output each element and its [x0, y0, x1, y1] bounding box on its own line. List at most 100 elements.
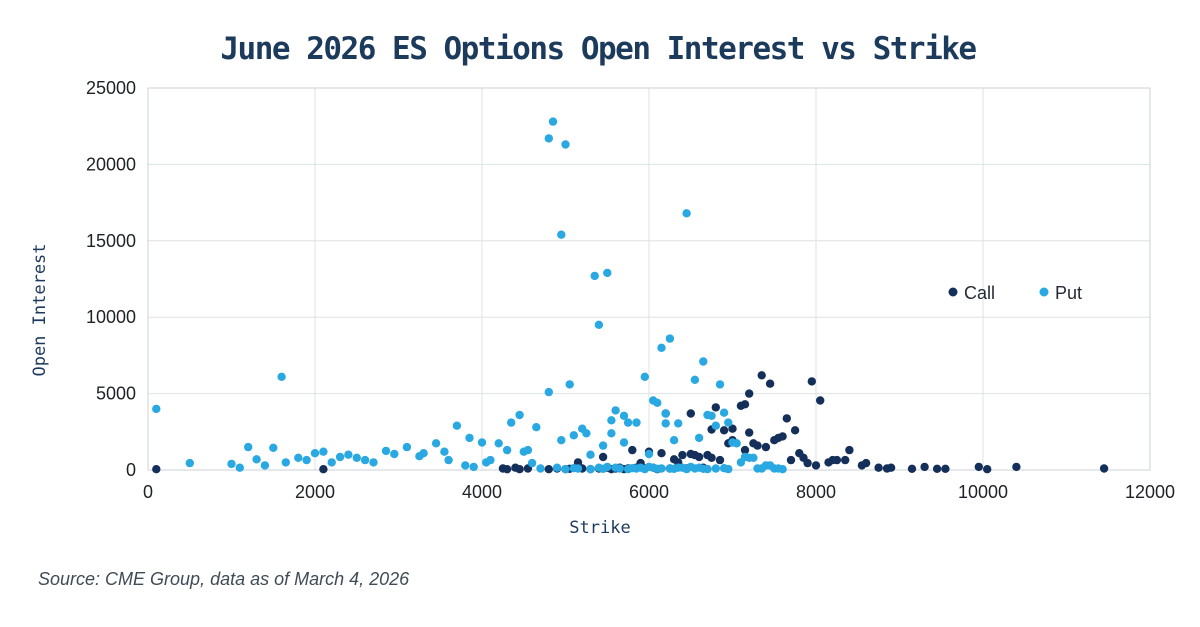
scatter-point-put — [669, 436, 679, 445]
scatter-point-put — [749, 453, 758, 462]
scatter-point-call — [757, 371, 766, 380]
scatter-point-put — [603, 462, 612, 472]
scatter-point-put — [486, 455, 495, 465]
scatter-point-put — [252, 455, 261, 464]
scatter-point-put — [623, 418, 633, 427]
scatter-point-put — [515, 410, 524, 420]
scatter-point-call — [845, 445, 854, 455]
scatter-point-put — [690, 375, 700, 384]
scatter-point-put — [185, 458, 194, 468]
scatter-point-call — [778, 432, 787, 441]
x-tick-label: 10000 — [958, 482, 1008, 502]
scatter-point-put — [657, 464, 666, 473]
scatter-point-call — [790, 426, 800, 435]
y-tick-label: 10000 — [86, 307, 136, 327]
scatter-point-put — [582, 429, 591, 438]
scatter-point-put — [699, 357, 708, 366]
x-axis-tick-labels: 0 2000 4000 6000 8000 10000 12000 — [143, 482, 1175, 502]
scatter-point-call — [598, 452, 608, 462]
scatter-point-call — [807, 377, 816, 386]
scatter-point-put — [569, 431, 578, 440]
scatter-point-call — [753, 441, 762, 450]
scatter-point-call — [319, 465, 328, 474]
y-tick-label: 5000 — [96, 384, 136, 404]
legend-call-label: Call — [964, 283, 995, 303]
x-tick-label: 4000 — [462, 482, 502, 502]
scatter-point-call — [841, 455, 850, 465]
scatter-point-call — [544, 465, 553, 474]
legend-put-label: Put — [1055, 283, 1082, 303]
scatter-point-call — [811, 461, 821, 470]
scatter-point-call — [874, 463, 883, 472]
x-tick-label: 8000 — [796, 482, 836, 502]
scatter-point-call — [1099, 464, 1109, 473]
scatter-point-call — [932, 464, 942, 473]
scatter-point-put — [611, 406, 620, 415]
scatter-point-call — [152, 465, 161, 474]
scatter-point-put — [607, 416, 616, 425]
scatter-point-put — [674, 419, 683, 428]
y-axis-tick-labels: 0 5000 10000 15000 20000 25000 — [86, 78, 136, 480]
scatter-point-call — [745, 389, 754, 398]
scatter-point-put — [494, 439, 503, 448]
scatter-point-put — [523, 445, 533, 455]
scatter-point-put — [661, 419, 670, 428]
scatter-point-call — [886, 463, 896, 472]
x-tick-label: 12000 — [1125, 482, 1175, 502]
scatter-point-put — [152, 404, 161, 414]
scatter-point-put — [532, 423, 541, 432]
scatter-point-call — [686, 409, 695, 418]
scatter-point-put — [319, 447, 328, 456]
scatter-point-put — [615, 464, 624, 473]
gridlines — [147, 87, 1151, 471]
scatter-point-put — [507, 418, 516, 427]
scatter-point-call — [941, 464, 950, 473]
x-tick-label: 0 — [143, 482, 153, 502]
scatter-point-call — [515, 465, 524, 474]
scatter-point-put — [711, 421, 720, 430]
x-axis-title: Strike — [569, 518, 630, 538]
scatter-point-put — [227, 459, 236, 469]
scatter-point-put — [335, 452, 345, 462]
scatter-point-put — [586, 450, 595, 459]
scatter-points — [152, 117, 1109, 474]
scatter-point-put — [619, 411, 629, 420]
scatter-point-put — [544, 387, 553, 397]
scatter-point-put — [619, 438, 629, 447]
scatter-point-call — [678, 450, 687, 460]
y-tick-label: 20000 — [86, 154, 136, 174]
scatter-point-call — [628, 445, 637, 455]
scatter-point-call — [740, 400, 750, 409]
scatter-point-put — [573, 464, 583, 473]
scatter-point-put — [732, 439, 741, 448]
scatter-point-put — [682, 209, 691, 218]
scatter-point-call — [761, 442, 771, 452]
scatter-point-put — [565, 380, 574, 389]
y-tick-label: 0 — [126, 460, 136, 480]
scatter-point-put — [277, 372, 286, 381]
scatter-point-call — [974, 462, 983, 472]
scatter-point-put — [657, 343, 666, 352]
y-tick-label: 25000 — [86, 78, 136, 98]
scatter-point-put — [402, 442, 412, 452]
scatter-point-put — [444, 455, 453, 465]
scatter-point-put — [502, 445, 512, 455]
y-tick-label: 15000 — [86, 231, 136, 251]
scatter-point-put — [598, 441, 608, 450]
scatter-point-put — [724, 464, 733, 474]
scatter-point-call — [1012, 462, 1021, 472]
scatter-point-put — [344, 450, 353, 459]
scatter-point-put — [561, 464, 570, 474]
scatter-point-put — [477, 438, 487, 447]
scatter-point-put — [360, 455, 370, 465]
scatter-point-call — [803, 458, 812, 468]
scatter-point-put — [294, 453, 303, 462]
scatter-point-put — [269, 443, 278, 452]
scatter-point-call — [719, 426, 729, 435]
scatter-point-call — [745, 428, 754, 437]
scatter-point-put — [369, 458, 378, 467]
source-note: Source: CME Group, data as of March 4, 2… — [38, 569, 410, 589]
scatter-point-put — [603, 268, 612, 278]
legend-put-marker — [1039, 287, 1049, 297]
scatter-point-put — [244, 442, 253, 452]
